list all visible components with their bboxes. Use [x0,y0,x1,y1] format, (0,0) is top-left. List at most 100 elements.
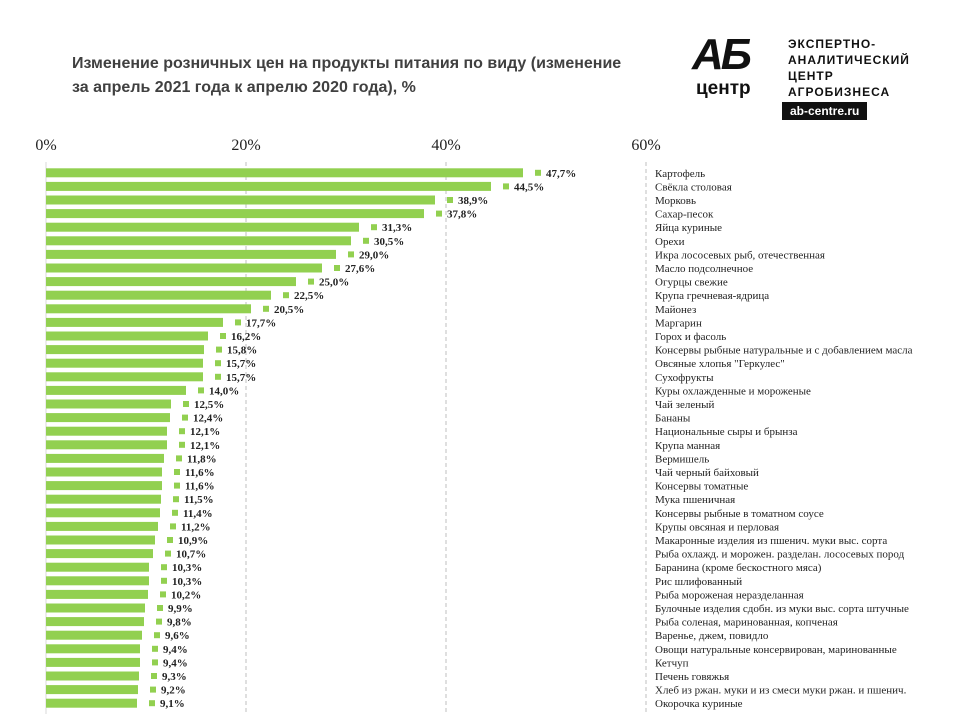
bar [46,467,162,477]
bar [46,494,161,504]
value-label: 12,5% [194,399,224,411]
value-label: 29,0% [359,249,389,261]
x-tick-label: 20% [231,137,260,154]
value-label-marker [167,537,173,543]
category-label: Крупы овсяная и перловая [655,521,779,533]
value-label-marker [151,673,157,679]
logo-tagline: ЭКСПЕРТНО- АНАЛИТИЧЕСКИЙ ЦЕНТР АГРОБИЗНЕ… [788,37,910,99]
value-label: 11,4% [183,508,213,520]
value-label-marker [170,523,176,530]
value-label: 15,7% [226,358,256,370]
bar [46,562,149,572]
category-label: Чай черный байховый [655,467,759,479]
category-label: Крупа гречневая-ядрица [655,290,769,302]
value-label: 12,4% [193,413,223,425]
value-label-marker [156,618,162,625]
chart-title: Изменение розничных цен на продукты пита… [72,55,622,96]
value-label-marker [198,387,204,394]
value-label-marker [174,482,180,489]
category-label: Рыба мороженая неразделанная [655,589,804,601]
value-label: 9,4% [163,657,188,669]
value-label: 20,5% [274,304,304,316]
category-label: Булочные изделия сдобн. из муки выс. сор… [655,603,909,615]
value-label-marker [149,700,155,707]
category-label: Мука пшеничная [655,494,735,506]
bar [46,440,167,450]
value-label-marker [183,401,189,407]
value-label-marker [160,591,166,598]
bar [46,195,435,205]
value-label-marker [535,169,541,176]
bar [46,304,251,314]
category-label: Картофель [655,168,705,180]
category-label: Варенье, джем, повидло [655,630,769,642]
value-label: 37,8% [447,209,477,221]
value-label: 10,3% [172,562,202,574]
value-label: 11,6% [185,467,215,479]
bar [46,603,145,613]
x-tick-label: 0% [35,137,56,154]
value-label: 10,2% [171,589,201,601]
bar [46,277,296,287]
bar [46,181,491,191]
x-tick-label: 60% [631,137,660,154]
value-label: 11,8% [187,453,217,465]
value-label-marker [215,373,221,380]
bar [46,331,208,341]
bar [46,617,144,627]
bar [46,644,140,654]
value-label: 9,3% [162,671,187,683]
category-label: Рыба охлажд. и морожен. разделан. лососе… [655,549,905,561]
category-label: Майонез [655,304,696,316]
value-label: 47,7% [546,168,576,180]
value-label-marker [152,659,158,666]
value-label-marker [172,509,178,516]
category-label: Консервы рыбные натуральные и с добавлен… [655,345,913,357]
value-label-marker [436,210,442,217]
value-label: 9,4% [163,644,188,656]
category-label: Рис шлифованный [655,576,742,588]
category-label: Масло подсолнечное [655,263,753,275]
category-label: Рыба соленая, маринованная, копченая [655,617,838,629]
category-label: Сухофрукты [655,372,714,384]
category-label: Макаронные изделия из пшенич. муки выс. … [655,535,887,547]
category-label: Консервы рыбные в томатном соусе [655,508,824,520]
bar [46,508,160,518]
value-label-marker [152,645,158,652]
value-label: 22,5% [294,290,324,302]
category-label: Крупа манная [655,440,720,452]
bar [46,372,203,382]
value-label-marker [157,605,163,611]
value-label: 11,2% [181,521,211,533]
bar [46,399,171,409]
value-label: 9,8% [167,617,192,629]
bars [46,168,523,708]
category-label: Окорочка куриные [655,698,743,710]
value-label-marker [215,360,221,367]
value-label: 10,7% [176,549,206,561]
value-label: 38,9% [458,195,488,207]
value-label-marker [161,564,167,571]
ab-centre-logo: АБ центр ЭКСПЕРТНО- АНАЛИТИЧЕСКИЙ ЦЕНТР … [690,30,930,122]
value-label-marker [220,333,226,339]
value-label: 10,9% [178,535,208,547]
bar [46,358,203,368]
category-label: Вермишель [655,453,709,465]
category-label: Орехи [655,236,685,248]
bar [46,535,155,545]
value-label: 12,1% [190,440,220,452]
value-label-marker [263,305,269,312]
logo-url: ab-centre.ru [782,102,868,120]
bar [46,290,271,300]
value-label: 15,7% [226,372,256,384]
category-label: Хлеб из ржан. муки и из смеси муки ржан.… [655,685,907,697]
value-label: 31,3% [382,222,412,234]
bar [46,521,158,531]
bar [46,385,186,395]
value-label-marker [348,251,354,258]
bar [46,249,336,259]
value-label-marker [308,278,314,285]
value-label: 10,3% [172,576,202,588]
value-label-marker [334,265,340,271]
value-label-marker [182,414,188,421]
